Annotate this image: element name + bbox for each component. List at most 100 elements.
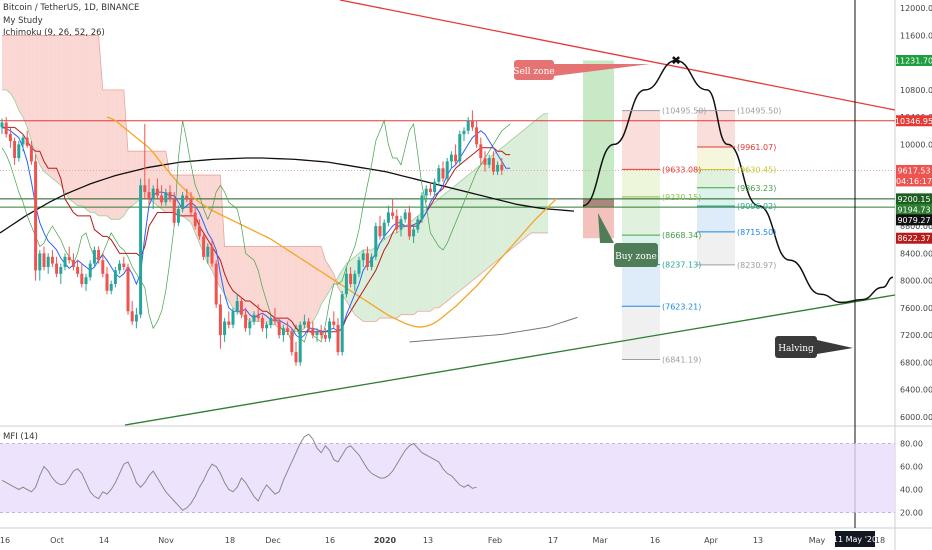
price-label: 9194.73 xyxy=(897,205,930,214)
cloud-segment xyxy=(237,246,242,315)
candle-body xyxy=(378,226,382,237)
candle xyxy=(130,301,134,325)
buy-zone-label: Buy zone xyxy=(615,252,657,262)
candle-body xyxy=(42,253,46,267)
descending-resistance-line xyxy=(339,0,896,111)
candle-body xyxy=(223,321,227,336)
buy-zone-callout: Buy zone xyxy=(598,213,658,267)
candle xyxy=(160,185,164,206)
cloud-segment xyxy=(275,246,280,329)
price-axis: 12000.0011600.0011200.0010800.0010400.00… xyxy=(895,4,932,422)
cloud-segment xyxy=(107,89,112,220)
candle-body xyxy=(189,198,193,213)
sma-50-line xyxy=(106,116,557,328)
cloud-segment xyxy=(543,113,548,233)
cloud-segment xyxy=(413,215,418,315)
cloud-segment xyxy=(258,246,263,322)
sell-zone-box xyxy=(583,60,614,199)
candle-body xyxy=(160,195,164,203)
candle xyxy=(437,164,441,186)
cloud-segment xyxy=(39,35,44,172)
candle-body xyxy=(328,321,332,339)
candle xyxy=(42,246,46,271)
candle xyxy=(0,118,4,135)
cloud-segment xyxy=(401,226,406,315)
candle xyxy=(319,324,323,339)
cloud-segment xyxy=(417,212,422,312)
cloud-segment xyxy=(518,130,523,244)
candle-body xyxy=(357,260,361,274)
candle xyxy=(466,117,470,135)
candle-body xyxy=(118,263,122,271)
candle-body xyxy=(151,188,155,199)
time-tick-label: May xyxy=(809,536,826,545)
candle-body xyxy=(441,168,445,179)
candle xyxy=(206,243,210,264)
candle-body xyxy=(382,222,386,237)
halving-box xyxy=(775,336,817,358)
time-tick-label: 17 xyxy=(548,536,558,545)
candle-body xyxy=(315,331,319,336)
candle-body xyxy=(8,134,12,141)
time-tick-label: Apr xyxy=(704,536,719,545)
cloud-segment xyxy=(296,246,301,332)
candle-body xyxy=(311,328,315,336)
cloud-segment xyxy=(304,246,309,329)
candle xyxy=(168,185,172,203)
candle-body xyxy=(428,188,432,193)
cloud-segment xyxy=(90,35,95,213)
candle-body xyxy=(92,249,96,264)
price-projection: ✖ xyxy=(582,54,894,304)
candle xyxy=(357,256,361,278)
cloud-segment xyxy=(18,35,23,118)
cloud-segment xyxy=(279,246,284,329)
candle-body xyxy=(122,263,126,267)
candle xyxy=(67,246,71,264)
candle xyxy=(365,246,369,271)
candle xyxy=(265,321,269,339)
price-label: 9079.27 xyxy=(897,216,930,225)
candle-body xyxy=(407,212,411,237)
cloud-segment xyxy=(56,35,61,186)
projection-curve xyxy=(582,59,894,304)
candle-body xyxy=(164,192,168,203)
candle xyxy=(147,178,151,206)
candle xyxy=(17,140,21,162)
cloud-segment xyxy=(10,35,15,101)
candle xyxy=(428,181,432,196)
candle xyxy=(479,137,483,165)
candle-body xyxy=(50,256,54,264)
fib-level-label: (8715.50) xyxy=(737,228,776,237)
price-label-box xyxy=(896,55,932,67)
fib-band xyxy=(697,169,735,188)
cloud-segment xyxy=(497,147,502,261)
candle xyxy=(109,280,113,295)
candle-body xyxy=(466,120,470,131)
candle xyxy=(441,161,445,182)
sell-zone-arrow xyxy=(554,64,650,76)
candle-body xyxy=(286,328,290,332)
cloud-segment xyxy=(27,35,32,141)
candle-body xyxy=(231,311,235,325)
candle xyxy=(29,140,33,165)
candle xyxy=(399,215,403,237)
price-label-box xyxy=(896,193,932,205)
cloud-segment xyxy=(312,246,317,322)
candle-body xyxy=(76,266,80,274)
candle xyxy=(244,307,248,332)
ichimoku-cloud xyxy=(2,35,548,333)
candle xyxy=(50,249,54,267)
candle-body xyxy=(433,181,437,193)
candle xyxy=(113,266,117,288)
candle xyxy=(34,154,38,281)
candle xyxy=(433,178,437,196)
candle-body xyxy=(487,158,491,165)
candle-body xyxy=(17,144,21,159)
candle xyxy=(315,328,319,342)
candle-body xyxy=(218,304,222,336)
candle-body xyxy=(172,198,176,223)
cloud-segment xyxy=(384,236,389,319)
candle-body xyxy=(374,226,378,257)
mfi-panel: 80.00 60.00 40.00 20.00 xyxy=(0,433,923,518)
